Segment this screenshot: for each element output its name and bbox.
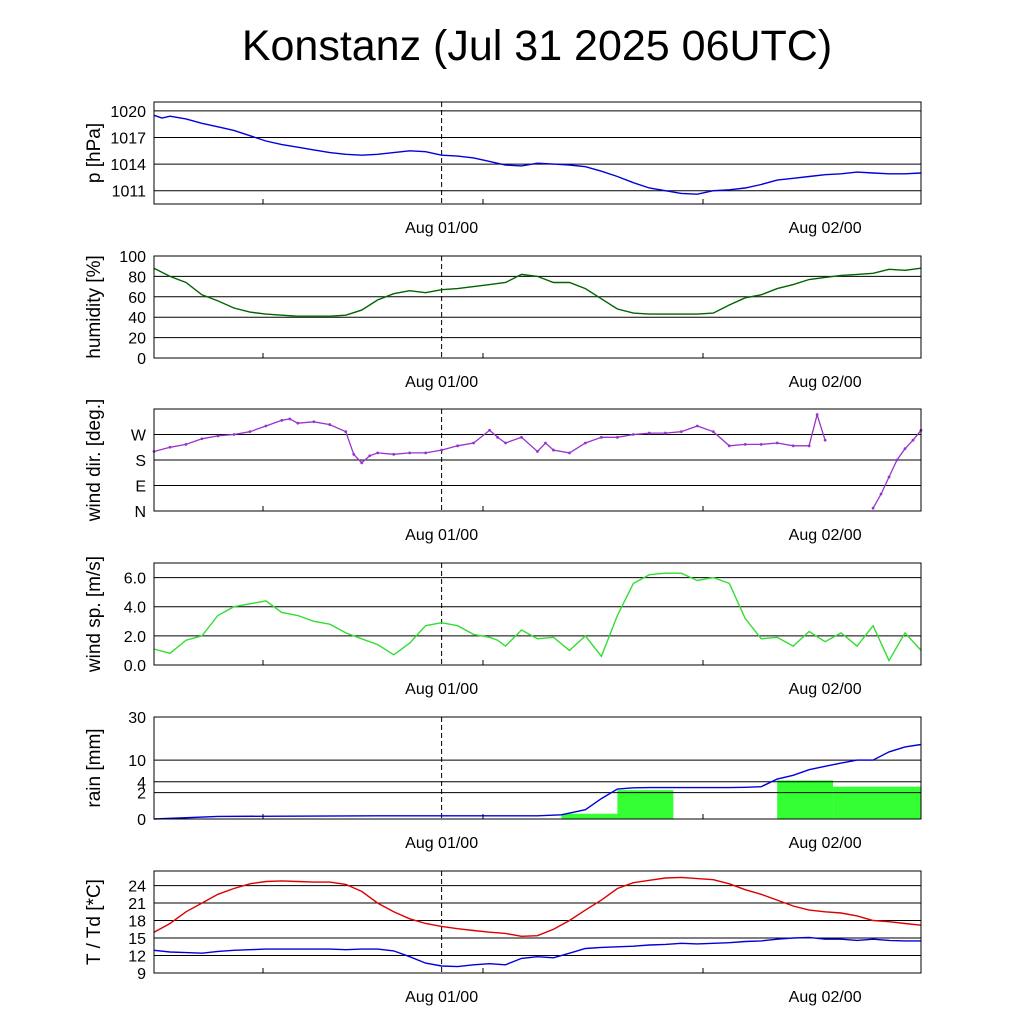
series-line — [153, 572, 922, 663]
y-tick-label: 80 — [128, 269, 146, 286]
y-axis-label: wind dir. [deg.] — [84, 399, 105, 523]
y-axis-label: humidity [%] — [84, 255, 105, 358]
rain-bar — [833, 786, 921, 819]
y-tick-label: 4 — [137, 775, 146, 792]
x-tick-label: Aug 01/00 — [405, 220, 478, 237]
y-tick-label: 1020 — [110, 104, 146, 121]
y-tick-label: 18 — [128, 914, 146, 931]
rain-panel: 0 24 10 30 Aug 01/00 Aug 02/00 rain [mm] — [84, 710, 922, 852]
rain-bar — [561, 813, 618, 819]
y-tick-label: 1011 — [112, 184, 147, 201]
x-tick-label: Aug 02/00 — [789, 835, 862, 852]
x-tick-label: Aug 02/00 — [789, 220, 862, 237]
x-tick-label: Aug 02/00 — [789, 989, 862, 1006]
humidity-panel: 0 20 40 60 80 100 Aug 01/00 Aug 02/00 humidity [… — [84, 249, 922, 391]
y-axis-label: rain [mm] — [84, 728, 105, 807]
y-tick-label: 4.0 — [124, 600, 146, 617]
series-line — [153, 114, 922, 195]
y-tick-label: 2.0 — [124, 629, 146, 646]
x-tick-label: Aug 01/00 — [405, 681, 478, 698]
panel-frame — [153, 408, 922, 512]
wind-speed-panel: 0.0 2.0 4.0 6.0 Aug 01/00 Aug 02/00 wind sp. [… — [84, 556, 922, 698]
y-axis-label: T / Td [*C] — [84, 879, 105, 965]
series-line — [153, 936, 921, 968]
x-tick-label: Aug 01/00 — [405, 374, 478, 391]
series-line — [153, 876, 922, 938]
y-tick-label: 1014 — [110, 157, 146, 174]
y-tick-label: 100 — [119, 249, 146, 266]
wind-dir-line — [153, 412, 826, 464]
x-tick-label: Aug 02/00 — [789, 374, 862, 391]
y-tick-label: 0 — [137, 812, 146, 829]
panel-frame — [153, 255, 922, 359]
rain-bar — [777, 780, 834, 819]
y-tick-label: 2 — [137, 786, 146, 803]
y-tick-label: 1017 — [110, 130, 146, 147]
y-tick-label: 21 — [128, 896, 146, 913]
y-tick-label: E — [135, 479, 146, 496]
rain-bar — [617, 790, 674, 819]
y-tick-label: 15 — [128, 931, 146, 948]
wind-dir-line — [872, 429, 922, 509]
page-title: Konstanz (Jul 31 2025 06UTC) — [241, 22, 833, 70]
y-tick-label: 60 — [128, 290, 146, 307]
x-tick-label: Aug 01/00 — [405, 527, 478, 544]
y-tick-label: 30 — [128, 710, 146, 727]
y-tick-label: 10 — [128, 753, 146, 770]
y-tick-label: 6.0 — [124, 571, 146, 588]
y-tick-label: S — [135, 453, 146, 470]
x-tick-label: Aug 01/00 — [405, 835, 478, 852]
x-tick-label: Aug 02/00 — [789, 681, 862, 698]
y-tick-label: 24 — [128, 879, 146, 896]
y-tick-label: 0.0 — [124, 658, 146, 675]
pressure-panel: 1011 1014 1017 1020 Aug 01/00 Aug 02/00 p [hPa… — [84, 101, 922, 237]
panel-frame — [153, 101, 922, 205]
y-tick-label: 9 — [137, 966, 146, 983]
x-tick-label: Aug 01/00 — [405, 989, 478, 1006]
y-tick-label: 40 — [128, 310, 146, 327]
y-tick-label: 0 — [137, 351, 146, 368]
series-line — [153, 267, 922, 317]
y-tick-label: N — [134, 504, 146, 521]
y-tick-label: 12 — [128, 949, 146, 966]
panel-frame — [153, 562, 922, 666]
series-line — [153, 743, 922, 820]
y-axis-label: wind sp. [m/s] — [84, 556, 105, 673]
y-tick-label: 20 — [128, 331, 146, 348]
x-tick-label: Aug 02/00 — [789, 527, 862, 544]
panel-frame — [153, 870, 922, 974]
panel-frame — [153, 716, 922, 820]
y-tick-label: W — [131, 428, 147, 445]
y-axis-label: p [hPa] — [84, 123, 105, 183]
